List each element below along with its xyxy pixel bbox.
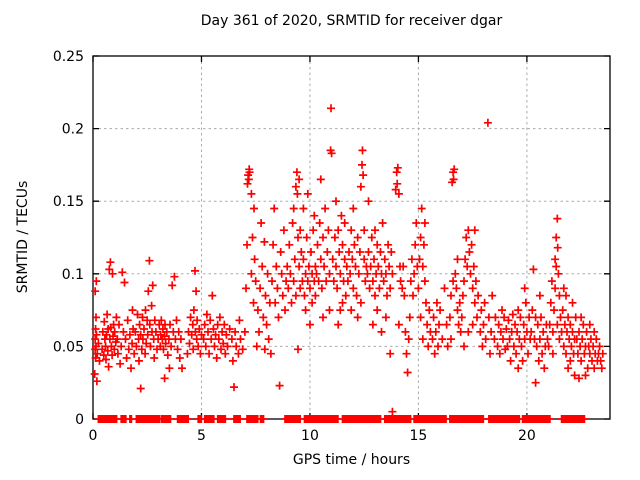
y-tick-label: 0.15 (53, 194, 84, 210)
y-tick-label: 0.1 (62, 267, 84, 283)
x-tick-label: 0 (89, 428, 98, 444)
data-points (90, 104, 607, 423)
x-tick-label: 10 (301, 428, 319, 444)
gridlines (93, 55, 610, 419)
x-tick-label: 15 (410, 428, 428, 444)
x-tick-label: 20 (518, 428, 536, 444)
y-tick-label: 0.25 (53, 49, 84, 65)
chart-title: Day 361 of 2020, SRMTID for receiver dga… (200, 13, 503, 29)
axis-ticks (92, 55, 610, 420)
x-tick-label: 5 (197, 428, 206, 444)
x-axis-label: GPS time / hours (292, 452, 411, 468)
y-tick-label: 0.2 (62, 122, 84, 138)
plot-border (92, 55, 611, 420)
y-tick-label: 0.05 (53, 339, 84, 355)
y-tick-label: 0 (75, 412, 84, 428)
